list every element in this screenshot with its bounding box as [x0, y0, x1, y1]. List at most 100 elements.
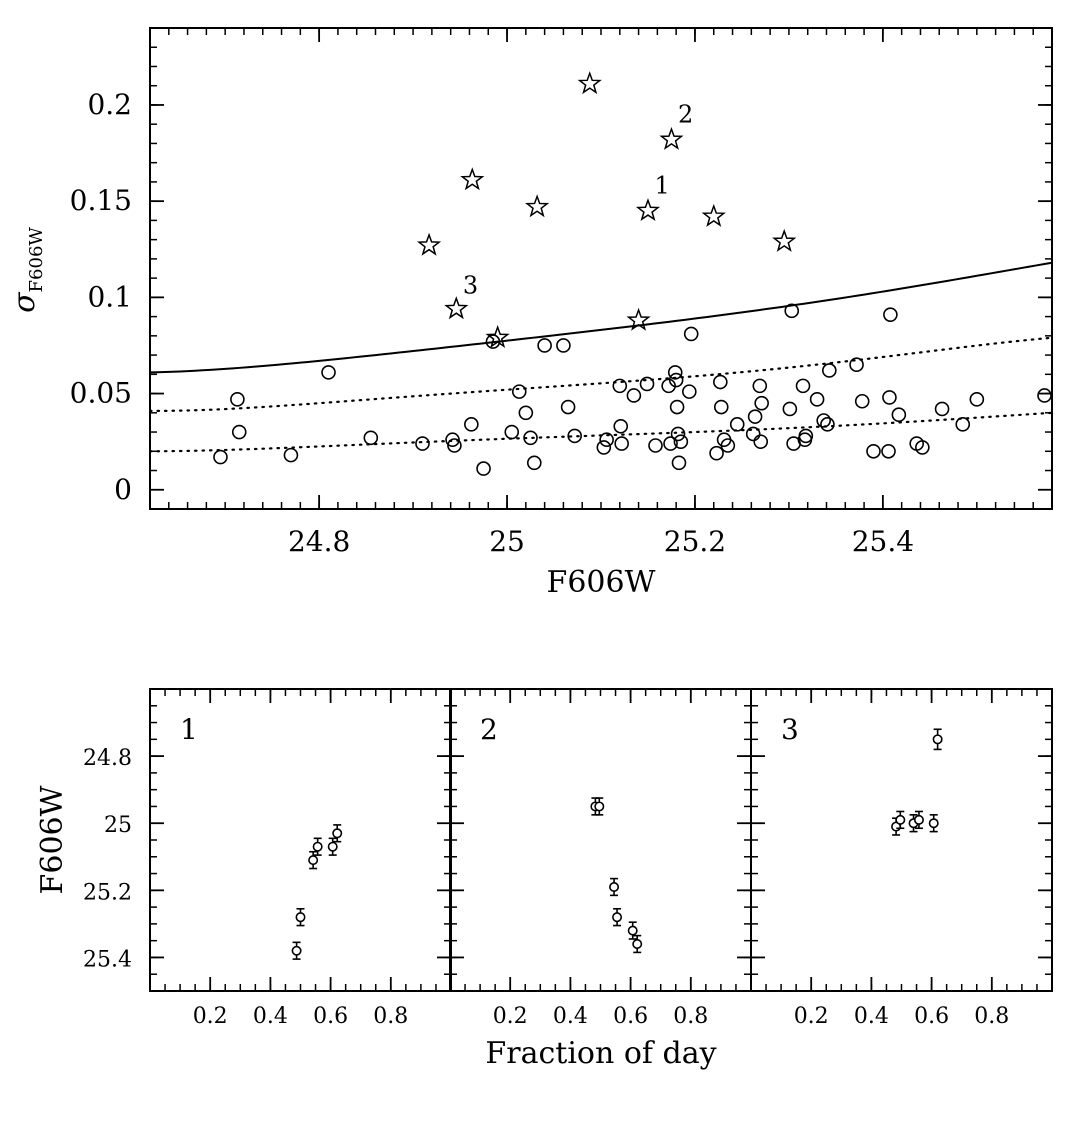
- top-x-axis-title: F606W: [547, 565, 656, 600]
- top-y-tick-label: 0.2: [87, 88, 132, 121]
- panel1-y-tick-label: 25: [104, 813, 132, 838]
- data-point-circle: [720, 438, 736, 453]
- data-point-circle: [745, 426, 761, 442]
- curve-2sigma: [150, 336, 1052, 413]
- data-point-star: [772, 228, 797, 252]
- data-point-circle: [822, 363, 837, 378]
- top-y-tick-label: 0.15: [70, 184, 132, 217]
- data-point-circle: [883, 307, 898, 322]
- data-point-circle: [784, 303, 800, 319]
- data-point-star: [485, 325, 510, 349]
- data-point-circle: [526, 455, 542, 471]
- data-point-circle: [321, 365, 336, 380]
- panel2-x-tick-label: 0.6: [613, 1004, 648, 1029]
- light-curve-point: [308, 855, 319, 866]
- data-point-circle: [915, 440, 930, 455]
- data-point-star: [416, 232, 442, 256]
- data-point-circle: [1037, 388, 1052, 403]
- data-point-circle: [795, 378, 811, 394]
- data-point-circle: [504, 424, 520, 440]
- data-point-circle: [754, 395, 769, 411]
- data-point-circle: [669, 399, 685, 415]
- panel1-x-tick-label: 0.8: [373, 1004, 408, 1029]
- light-curve-point: [594, 801, 605, 812]
- data-point-circle: [667, 365, 683, 380]
- data-point-circle: [556, 338, 571, 353]
- data-point-circle: [969, 392, 985, 407]
- data-point-circle: [518, 405, 534, 421]
- data-point-circle: [596, 440, 612, 455]
- light-curve-point: [332, 828, 343, 839]
- bottom-x-axis-title: Fraction of day: [485, 1036, 716, 1071]
- data-point-circle: [639, 376, 655, 392]
- data-point-circle: [663, 436, 678, 451]
- light-curve-point: [928, 818, 939, 829]
- data-point-circle: [673, 434, 689, 449]
- panel3-x-tick-label: 0.8: [974, 1004, 1009, 1029]
- light-curve-point: [932, 734, 943, 745]
- panel-label: 1: [180, 713, 198, 746]
- data-point-circle: [671, 455, 687, 471]
- data-point-circle: [668, 372, 684, 388]
- data-point-circle: [464, 417, 479, 432]
- data-point-star: [626, 307, 651, 331]
- panel1-y-tick-label: 25.4: [83, 947, 132, 972]
- star-label-3: 3: [463, 272, 478, 300]
- light-curve-point: [327, 841, 338, 852]
- data-point-circle: [747, 409, 763, 424]
- data-point-circle: [820, 417, 835, 432]
- light-curve-panel-1: 1 0.2 0.4 0.6 0.8 24.8 25 25.2 25.4: [83, 688, 452, 1029]
- data-point-circle: [447, 438, 462, 453]
- data-point-circle: [612, 378, 628, 394]
- light-curve-point: [295, 912, 306, 923]
- data-point-circle: [683, 326, 699, 342]
- light-curve-point: [291, 945, 302, 956]
- data-point-circle: [729, 417, 745, 432]
- light-curve-point: [895, 814, 906, 825]
- light-curve-point: [627, 925, 638, 936]
- data-point-circle: [485, 334, 501, 349]
- light-curve-point: [913, 814, 924, 825]
- data-point-circle: [955, 417, 971, 432]
- data-point-circle: [849, 357, 864, 373]
- data-point-circle: [798, 428, 814, 444]
- panel-label: 3: [781, 713, 799, 746]
- panel1-y-tick-label: 25.2: [83, 880, 132, 905]
- data-point-circle: [816, 413, 831, 428]
- data-point-circle: [709, 445, 724, 461]
- data-point-circle: [537, 338, 552, 353]
- data-point-circle: [230, 392, 245, 407]
- data-point-circle: [213, 449, 228, 465]
- bottom-charts: 1 0.2 0.4 0.6 0.8 24.8 25 25.2 25.4 2 0.2 0.4 0.6 0.…: [35, 688, 1053, 1071]
- top-y-axis-symbol: σ: [7, 291, 42, 313]
- data-point-circle: [283, 447, 299, 463]
- top-chart: 123 24.8 25 25.2 25.400.050.10.150.2 F606W …: [7, 27, 1053, 600]
- data-point-circle: [415, 436, 430, 451]
- bottom-y-axis-title-group: F606W: [35, 785, 70, 894]
- panel1-x-tick-label: 0.4: [253, 1004, 288, 1029]
- data-point-circle: [881, 443, 896, 459]
- data-point-circle: [599, 432, 614, 448]
- data-point-circle: [882, 390, 897, 405]
- data-point-star: [659, 126, 684, 150]
- top-y-tick-label: 0.1: [87, 280, 132, 313]
- data-point-star: [525, 194, 550, 218]
- top-y-tick-label: 0: [114, 473, 132, 506]
- bottom-y-axis-title: F606W: [35, 785, 70, 894]
- data-point-circle: [626, 388, 642, 403]
- data-point-circle: [363, 430, 379, 446]
- data-point-circle: [523, 430, 538, 446]
- star-label-1: 1: [655, 171, 670, 199]
- light-curve-panel-3: 3 0.2 0.4 0.6 0.8: [750, 688, 1053, 1029]
- panel2-x-tick-label: 0.2: [493, 1004, 528, 1029]
- data-point-star: [577, 71, 602, 95]
- data-point-circle: [231, 424, 247, 440]
- top-x-tick-label: 25: [489, 525, 525, 558]
- panel2-x-tick-label: 0.8: [673, 1004, 708, 1029]
- top-y-axis-title-group: σF606W: [7, 227, 47, 313]
- data-point-circle: [752, 378, 768, 394]
- data-point-circle: [613, 418, 629, 434]
- top-x-tick-label: 24.8: [288, 525, 350, 558]
- data-point-circle: [648, 438, 663, 453]
- data-point-circle: [782, 401, 798, 417]
